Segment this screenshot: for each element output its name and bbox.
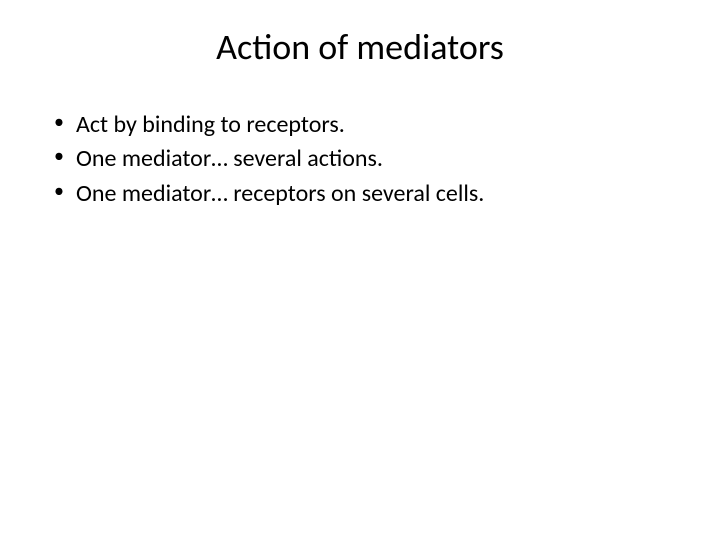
list-item: One mediator… receptors on several cells… <box>50 178 680 210</box>
list-item: Act by binding to receptors. <box>50 109 680 141</box>
slide-title: Action of mediators <box>40 25 680 69</box>
list-item: One mediator… several actions. <box>50 143 680 175</box>
slide-container: Action of mediators Act by binding to re… <box>0 0 720 540</box>
bullet-list: Act by binding to receptors. One mediato… <box>40 109 680 210</box>
